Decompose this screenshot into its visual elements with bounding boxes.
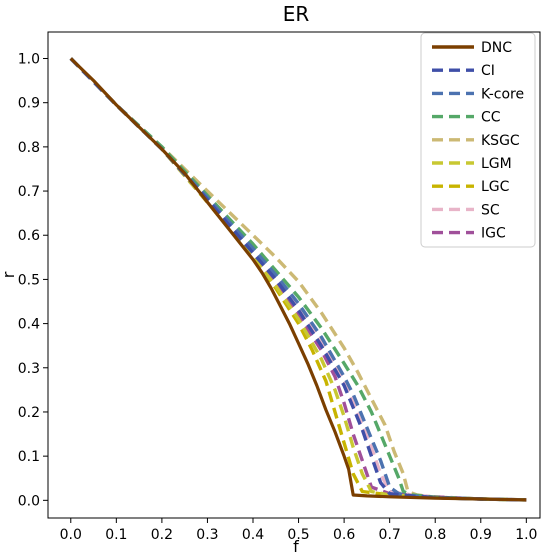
y-tick-label: 0.5 xyxy=(18,272,40,288)
x-tick-label: 0.2 xyxy=(151,527,173,543)
y-tick-label: 0.1 xyxy=(18,449,40,465)
y-tick-label: 0.8 xyxy=(18,140,40,156)
legend-label: IGC xyxy=(481,226,506,242)
x-tick-label: 0.1 xyxy=(105,527,127,543)
x-tick-label: 0.3 xyxy=(196,527,218,543)
x-tick-label: 0.9 xyxy=(470,527,492,543)
x-tick-label: 0.8 xyxy=(424,527,446,543)
chart-title: ER xyxy=(283,2,310,26)
x-tick-label: 1.0 xyxy=(515,527,537,543)
legend-label: DNC xyxy=(481,40,512,56)
legend-label: SC xyxy=(481,202,500,218)
legend: DNC CI K-core CC KSGC LGM LGC SC IGC xyxy=(420,32,536,248)
y-tick-label: 0.3 xyxy=(18,361,40,377)
series-line-dnc xyxy=(69,57,527,502)
x-tick-label: 0.7 xyxy=(379,527,401,543)
plot-lines xyxy=(69,57,527,502)
y-tick-label: 0.6 xyxy=(18,228,40,244)
x-tick-label: 0.4 xyxy=(242,527,264,543)
y-tick-label: 0.0 xyxy=(18,493,40,509)
y-tick-label: 0.2 xyxy=(18,405,40,421)
plot-frame xyxy=(47,31,541,519)
y-tick-label: 1.0 xyxy=(18,52,40,68)
legend-label: LGM xyxy=(481,156,512,172)
x-tick-label: 0.5 xyxy=(287,527,309,543)
legend-label: KSGC xyxy=(481,133,520,149)
legend-label: LGC xyxy=(481,179,510,195)
x-axis: 0.0 0.1 0.2 0.3 0.4 0.5 0.6 0.7 0.8 0.9 1.0 xyxy=(60,518,537,543)
y-tick-label: 0.4 xyxy=(18,317,40,333)
legend-box xyxy=(420,32,536,248)
y-tick-label: 0.9 xyxy=(18,96,40,112)
y-axis-label: r xyxy=(0,271,18,278)
legend-label: K-core xyxy=(481,86,524,102)
y-tick-label: 0.7 xyxy=(18,184,40,200)
x-tick-label: 0.0 xyxy=(60,527,82,543)
y-axis: 0.0 0.1 0.2 0.3 0.4 0.5 0.6 0.7 0.8 0.9 1.0 xyxy=(18,52,48,509)
x-tick-label: 0.6 xyxy=(333,527,355,543)
legend-label: CI xyxy=(481,63,495,79)
x-axis-label: f xyxy=(293,537,299,556)
legend-label: CC xyxy=(481,110,501,126)
